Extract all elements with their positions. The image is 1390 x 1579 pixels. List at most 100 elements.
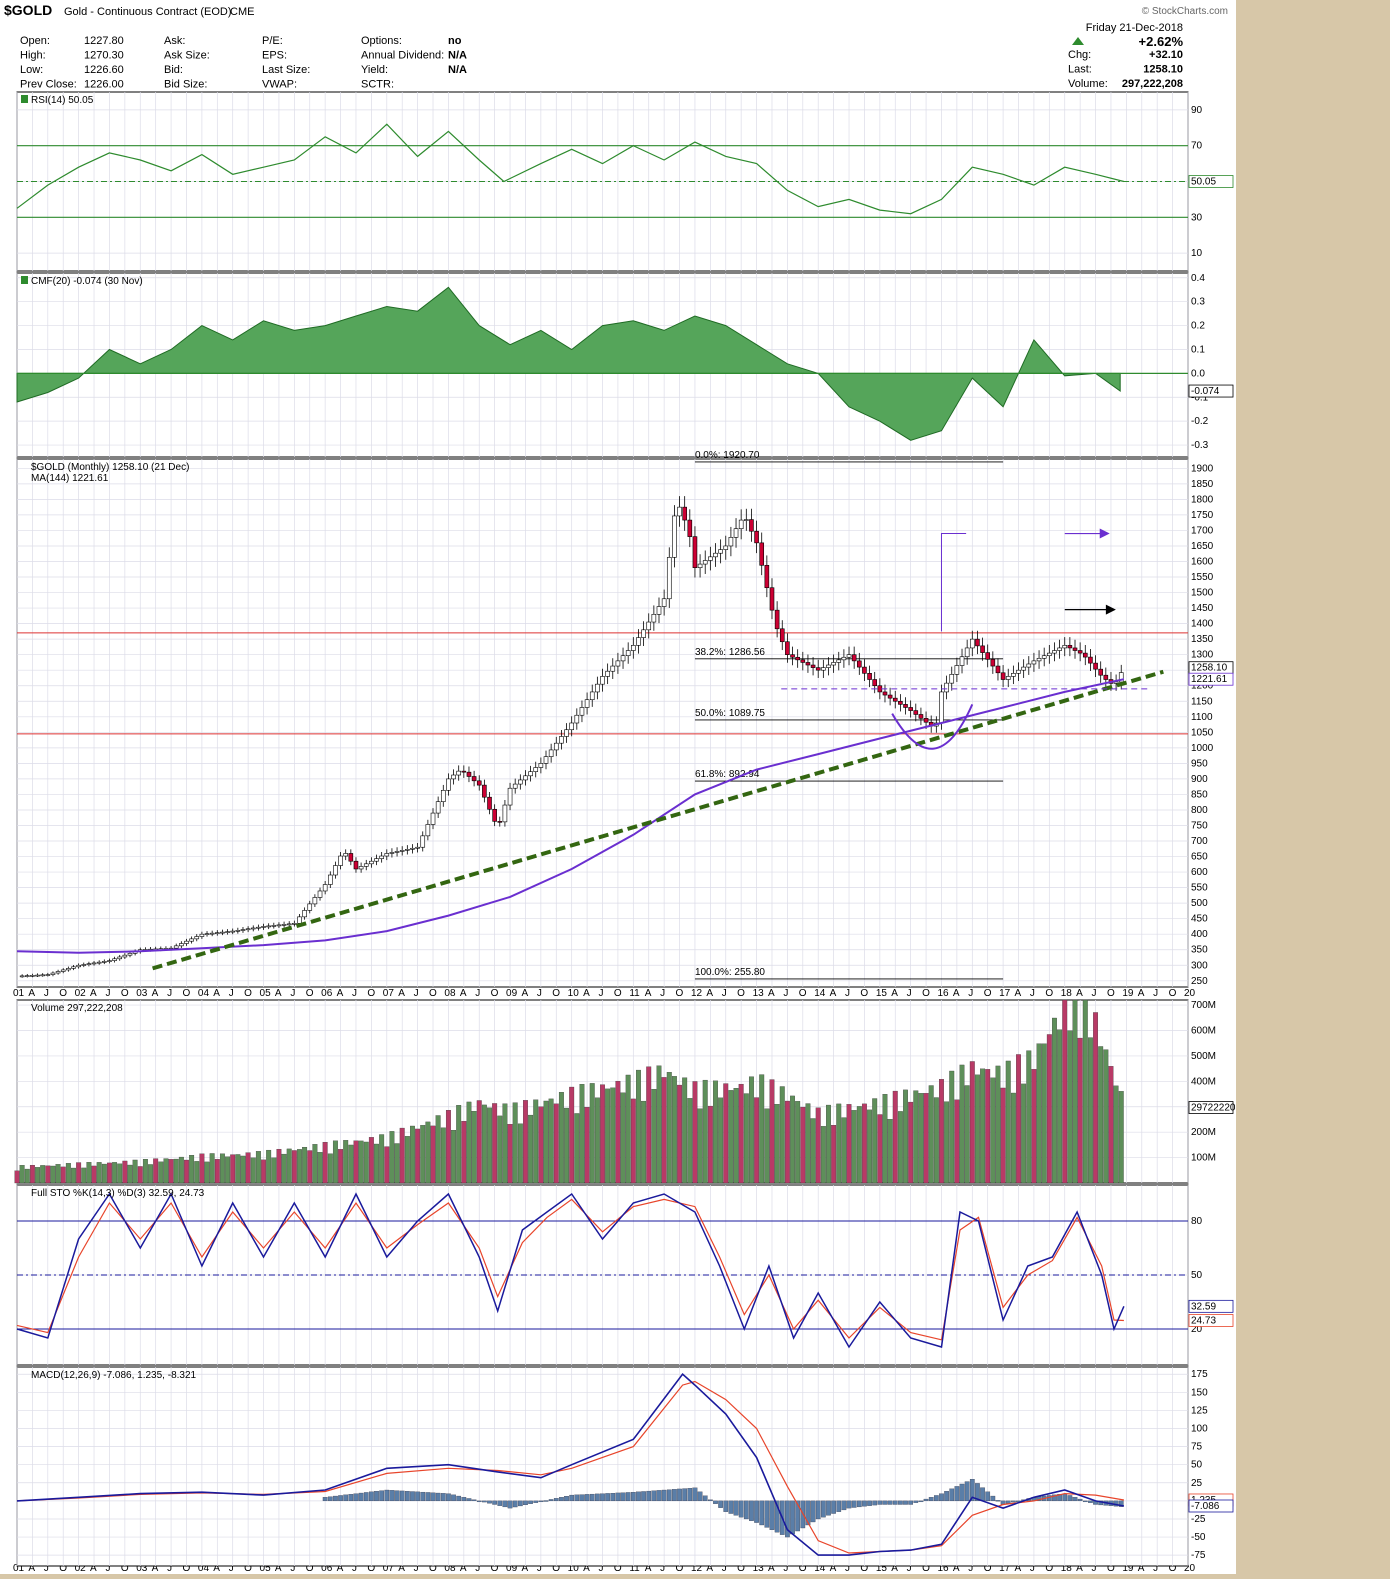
candle-body	[102, 961, 107, 963]
volume-bar	[178, 1156, 184, 1184]
volume-bar	[1016, 1054, 1021, 1184]
y-tick-label: 150	[1191, 1387, 1208, 1398]
volume-bar	[646, 1066, 652, 1184]
macd-histogram-bar	[682, 1488, 688, 1502]
time-axis-label: O	[244, 988, 252, 999]
macd-histogram-bar	[1088, 1500, 1093, 1503]
time-axis-label: O	[491, 1563, 499, 1574]
candle-body	[1052, 650, 1057, 654]
candle-body	[959, 656, 965, 666]
macd-histogram-bar	[471, 1499, 477, 1502]
y-tick-label: 500M	[1191, 1051, 1216, 1062]
candle-body	[487, 796, 492, 810]
volume-bar	[60, 1166, 66, 1184]
macd-histogram-bar	[482, 1500, 487, 1503]
volume-bar	[584, 1107, 590, 1184]
macd-histogram-bar	[456, 1495, 462, 1502]
time-axis-label: A	[213, 988, 220, 999]
macd-histogram-bar	[1067, 1495, 1073, 1502]
y-tick-label: 350	[1191, 945, 1208, 956]
candle-body	[600, 676, 605, 685]
volume-bar	[394, 1143, 400, 1184]
macd-histogram-bar	[646, 1490, 652, 1502]
candle-body	[476, 780, 482, 786]
y-tick-label: 800	[1191, 805, 1208, 816]
y-tick-label: 1550	[1191, 572, 1214, 583]
candle-body	[744, 519, 749, 521]
time-axis-label: O	[676, 988, 684, 999]
time-axis-label: J	[105, 1563, 110, 1574]
time-axis-label: J	[1153, 1563, 1158, 1574]
time-axis-label: J	[44, 1563, 49, 1574]
volume-bar	[533, 1099, 539, 1184]
volume-bar	[1046, 1034, 1052, 1184]
time-axis-label: 06	[321, 988, 333, 999]
time-axis-label: J	[105, 988, 110, 999]
volume-bar	[836, 1103, 842, 1184]
volume-bar	[65, 1163, 71, 1184]
time-axis-label: O	[244, 1563, 252, 1574]
macd-histogram-bar	[584, 1494, 590, 1502]
macd-histogram-bar	[512, 1500, 518, 1508]
volume-bar	[790, 1095, 795, 1184]
macd-histogram-bar	[379, 1490, 385, 1502]
macd-histogram-bar	[656, 1490, 662, 1502]
volume-bar	[184, 1159, 189, 1184]
fib-label: 0.0%: 1920.70	[695, 450, 760, 461]
candle-body	[913, 710, 919, 715]
macd-histogram-bar	[754, 1500, 759, 1523]
volume-bar	[528, 1114, 534, 1184]
candle-body	[286, 923, 292, 926]
volume-bar	[379, 1134, 385, 1184]
candle-body	[122, 954, 128, 958]
candle-body	[975, 638, 980, 647]
candle-body	[76, 964, 81, 968]
candle-body	[245, 928, 251, 931]
time-axis-label: 05	[260, 1563, 272, 1574]
volume-bar	[1098, 1046, 1104, 1184]
candle-body	[1077, 650, 1083, 654]
time-axis-label: J	[660, 1563, 665, 1574]
macd-histogram-bar	[502, 1500, 508, 1508]
time-axis-label: O	[429, 988, 437, 999]
time-axis-label: O	[799, 988, 807, 999]
y-tick-label: 100	[1191, 1424, 1208, 1435]
time-axis-label: A	[645, 1563, 652, 1574]
time-axis-label: A	[398, 1563, 405, 1574]
macd-histogram-bar	[610, 1493, 616, 1502]
candle-body	[512, 783, 518, 789]
candle-body	[682, 506, 687, 521]
volume-bar	[240, 1155, 246, 1184]
time-axis-label: J	[907, 1563, 912, 1574]
volume-bar	[435, 1115, 441, 1184]
volume-bar	[738, 1083, 744, 1184]
volume-bar	[76, 1162, 82, 1184]
candle-body	[363, 863, 369, 867]
candle-body	[821, 667, 826, 671]
time-axis-label: A	[28, 988, 35, 999]
volume-bar	[29, 1164, 35, 1184]
time-axis-label: J	[1092, 1563, 1097, 1574]
time-axis-label: J	[475, 1563, 480, 1574]
candle-body	[1016, 669, 1021, 674]
volume-bar	[132, 1159, 138, 1184]
candle-body	[1062, 645, 1068, 649]
time-axis-label: O	[1045, 988, 1053, 999]
volume-bar	[713, 1080, 718, 1184]
volume-bar	[630, 1098, 636, 1184]
volume-bar	[343, 1140, 349, 1184]
time-axis-label: J	[783, 1563, 788, 1574]
volume-bar	[579, 1084, 585, 1184]
time-axis-label: J	[1153, 988, 1158, 999]
stat-label: EPS:	[262, 50, 287, 62]
time-axis-label: 02	[75, 1563, 87, 1574]
candle-body	[826, 664, 831, 668]
volume-bar	[96, 1162, 102, 1184]
volume-bar	[348, 1144, 354, 1184]
time-axis-label: A	[583, 988, 590, 999]
time-axis-label: 08	[444, 1563, 456, 1574]
volume-bar	[882, 1094, 888, 1184]
last-value-label: 50.05	[1191, 177, 1216, 188]
volume-bar	[800, 1106, 806, 1184]
time-axis-label: 10	[568, 1563, 580, 1574]
